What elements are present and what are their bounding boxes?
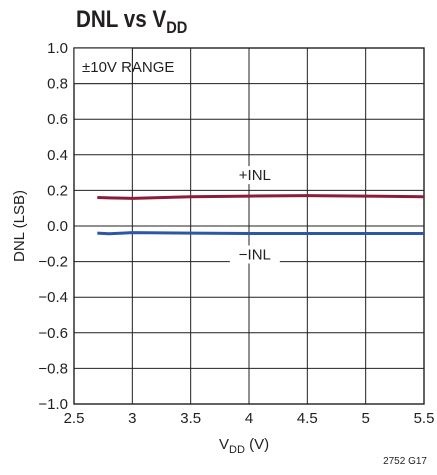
x-tick-label: 5.5 bbox=[414, 410, 435, 427]
series-lines bbox=[97, 194, 425, 236]
series-label-0: +INL bbox=[239, 167, 271, 184]
chart-title-main: DNL vs V bbox=[76, 6, 167, 33]
x-axis-label-unit: (V) bbox=[245, 436, 269, 453]
y-tick-label: −0.4 bbox=[38, 289, 68, 306]
x-axis-label-subscript: DD bbox=[229, 444, 245, 456]
y-tick-label: 1.0 bbox=[47, 40, 68, 57]
chart-title: DNL vs VDD bbox=[76, 6, 187, 38]
x-tick-label: 5 bbox=[361, 410, 369, 427]
x-tick-label: 3 bbox=[128, 410, 136, 427]
y-tick-label: 0.2 bbox=[47, 182, 68, 199]
range-annotation: ±10V RANGE bbox=[82, 59, 174, 76]
series-label-bg bbox=[229, 166, 280, 185]
y-tick-label: −0.6 bbox=[38, 325, 68, 342]
x-axis-label: VDD (V) bbox=[219, 436, 269, 456]
series-line-1 bbox=[97, 231, 424, 236]
y-tick-label: 0.6 bbox=[47, 111, 68, 128]
y-tick-labels: 1.0 0.8 0.6 0.4 0.2 0.0 −0.2 −0.4 −0.6 −0.8 −1.0 bbox=[38, 40, 68, 413]
y-tick-label: −0.2 bbox=[38, 254, 68, 271]
range-annotation-box bbox=[73, 47, 133, 85]
x-tick-label: 4 bbox=[245, 410, 253, 427]
chart-title-subscript: DD bbox=[166, 18, 188, 37]
series-label-1: −INL bbox=[239, 246, 271, 263]
y-tick-label: −1.0 bbox=[38, 396, 68, 413]
x-tick-label: 2.5 bbox=[64, 410, 85, 427]
grid-lines bbox=[74, 48, 424, 404]
y-tick-label: −0.8 bbox=[38, 360, 68, 377]
y-tick-label: 0.0 bbox=[47, 218, 68, 235]
x-tick-labels: 2.5 3 3.5 4 4.5 5 5.5 bbox=[64, 410, 435, 427]
y-tick-label: 0.4 bbox=[47, 147, 68, 164]
plot-frame bbox=[73, 47, 425, 405]
series-label-bg bbox=[229, 245, 280, 264]
figure-id: 2752 G17 bbox=[383, 456, 427, 467]
y-axis-label: DNL (LSB) bbox=[11, 190, 28, 262]
x-tick-label: 4.5 bbox=[297, 410, 318, 427]
y-tick-label: 0.8 bbox=[47, 76, 68, 93]
series-labels: +INL −INL bbox=[229, 166, 280, 264]
series-line-0 bbox=[97, 194, 425, 200]
x-tick-label: 3.5 bbox=[180, 410, 201, 427]
x-axis-label-main: V bbox=[219, 436, 229, 453]
